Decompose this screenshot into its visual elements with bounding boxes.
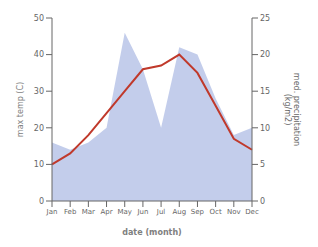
svg-text:5: 5 (260, 160, 265, 169)
svg-text:20: 20 (260, 50, 270, 59)
svg-text:Sep: Sep (191, 208, 205, 216)
svg-text:0: 0 (260, 197, 265, 206)
svg-text:10: 10 (260, 124, 270, 133)
svg-text:med. precipitation(kg/m2): med. precipitation(kg/m2) (283, 73, 301, 146)
svg-text:25: 25 (260, 14, 270, 23)
svg-text:Mar: Mar (82, 208, 95, 216)
svg-text:Jan: Jan (46, 208, 58, 216)
svg-text:40: 40 (34, 50, 44, 59)
svg-text:date (month): date (month) (122, 228, 182, 237)
svg-text:Aug: Aug (172, 208, 186, 216)
svg-text:Dec: Dec (245, 208, 259, 216)
svg-text:20: 20 (34, 124, 44, 133)
svg-text:Jul: Jul (156, 208, 166, 216)
svg-text:Jun: Jun (136, 208, 148, 216)
svg-text:30: 30 (34, 87, 44, 96)
svg-text:May: May (117, 208, 131, 216)
svg-text:Apr: Apr (100, 208, 112, 216)
svg-text:Oct: Oct (210, 208, 222, 216)
svg-text:10: 10 (34, 160, 44, 169)
svg-text:max temp (C): max temp (C) (16, 82, 25, 137)
svg-text:50: 50 (34, 14, 44, 23)
svg-text:15: 15 (260, 87, 270, 96)
svg-text:0: 0 (39, 197, 44, 206)
svg-text:Nov: Nov (227, 208, 241, 216)
svg-text:Feb: Feb (64, 208, 77, 216)
